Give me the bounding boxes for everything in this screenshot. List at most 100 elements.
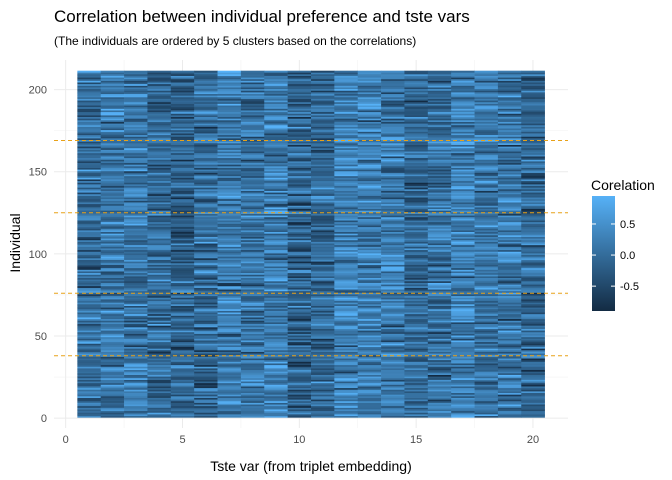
heatmap-cell: [100, 192, 125, 195]
heatmap-cell: [77, 144, 102, 147]
heatmap-cell: [474, 151, 499, 154]
heatmap-cell: [194, 239, 218, 242]
heatmap-cell: [357, 134, 382, 137]
heatmap-cell: [264, 249, 288, 252]
heatmap-cell: [381, 197, 405, 200]
heatmap-cell: [497, 307, 522, 310]
heatmap-cell: [381, 346, 405, 349]
heatmap-cell: [311, 134, 335, 137]
heatmap-cell: [357, 356, 382, 359]
heatmap-cell: [264, 96, 288, 99]
heatmap-cell: [381, 226, 405, 229]
heatmap-cell: [381, 320, 405, 323]
heatmap-cell: [124, 320, 148, 323]
heatmap-cell: [521, 98, 545, 101]
heatmap-cell: [474, 285, 499, 288]
heatmap-cell: [357, 123, 382, 126]
heatmap-cell: [427, 182, 452, 185]
heatmap-cell: [217, 271, 242, 274]
heatmap-cell: [404, 348, 429, 351]
heatmap-cell: [521, 205, 545, 208]
heatmap-cell: [357, 159, 382, 162]
heatmap-cell: [217, 93, 242, 96]
heatmap-cell: [194, 399, 218, 402]
heatmap-cell: [240, 335, 265, 338]
heatmap-cell: [77, 188, 102, 191]
heatmap-cell: [240, 192, 265, 195]
heatmap-cell: [100, 374, 125, 377]
heatmap-cell: [124, 297, 148, 300]
heatmap-cell: [240, 230, 265, 233]
heatmap-cell: [334, 147, 359, 150]
heatmap-cell: [170, 77, 195, 80]
heatmap-cell: [77, 216, 102, 219]
heatmap-cell: [194, 88, 218, 91]
heatmap-cell: [194, 190, 218, 193]
heatmap-cell: [217, 262, 242, 265]
heatmap-cell: [474, 402, 499, 405]
heatmap-cell: [521, 326, 545, 329]
heatmap-cell: [357, 328, 382, 331]
heatmap-cell: [287, 305, 312, 308]
heatmap-cell: [147, 272, 172, 275]
heatmap-cell: [77, 400, 102, 403]
heatmap-cell: [381, 152, 405, 155]
heatmap-cell: [147, 323, 172, 326]
heatmap-cell: [77, 331, 102, 334]
heatmap-cell: [77, 295, 102, 298]
heatmap-cell: [357, 374, 382, 377]
heatmap-cell: [474, 142, 499, 145]
heatmap-cell: [334, 169, 359, 172]
heatmap-cell: [497, 236, 522, 239]
heatmap-cell: [240, 105, 265, 108]
heatmap-cell: [334, 359, 359, 362]
heatmap-cell: [124, 136, 148, 139]
heatmap-cell: [451, 407, 475, 410]
heatmap-cell: [77, 399, 102, 402]
heatmap-cell: [264, 216, 288, 219]
heatmap-cell: [100, 105, 125, 108]
heatmap-cell: [381, 251, 405, 254]
heatmap-cell: [124, 211, 148, 214]
heatmap-cell: [77, 254, 102, 257]
heatmap-cell: [170, 207, 195, 210]
heatmap-cell: [264, 233, 288, 236]
heatmap-cell: [264, 147, 288, 150]
heatmap-cell: [334, 165, 359, 168]
heatmap-cell: [427, 341, 452, 344]
heatmap-cell: [194, 216, 218, 219]
heatmap-cell: [240, 138, 265, 141]
heatmap-cell: [311, 399, 335, 402]
heatmap-cell: [334, 256, 359, 259]
heatmap-cell: [100, 228, 125, 231]
heatmap-cell: [124, 371, 148, 374]
heatmap-cell: [170, 205, 195, 208]
heatmap-cell: [521, 346, 545, 349]
heatmap-cell: [357, 341, 382, 344]
heatmap-cell: [194, 377, 218, 380]
heatmap-cell: [170, 389, 195, 392]
heatmap-cell: [497, 386, 522, 389]
heatmap-cell: [497, 162, 522, 165]
heatmap-cell: [381, 368, 405, 371]
heatmap-cell: [497, 87, 522, 90]
heatmap-cell: [427, 368, 452, 371]
heatmap-cell: [497, 115, 522, 118]
heatmap-cell: [194, 262, 218, 265]
heatmap-cell: [194, 93, 218, 96]
heatmap-cell: [474, 172, 499, 175]
heatmap-cell: [404, 165, 429, 168]
heatmap-cell: [217, 85, 242, 88]
heatmap-cell: [240, 368, 265, 371]
heatmap-cell: [124, 119, 148, 122]
heatmap-cell: [264, 269, 288, 272]
heatmap-cell: [287, 234, 312, 237]
heatmap-cell: [381, 119, 405, 122]
heatmap-cell: [240, 95, 265, 98]
heatmap-cell: [217, 377, 242, 380]
heatmap-cell: [311, 172, 335, 175]
heatmap-cell: [100, 262, 125, 265]
heatmap-cell: [334, 226, 359, 229]
heatmap-cell: [497, 241, 522, 244]
heatmap-cell: [194, 271, 218, 274]
